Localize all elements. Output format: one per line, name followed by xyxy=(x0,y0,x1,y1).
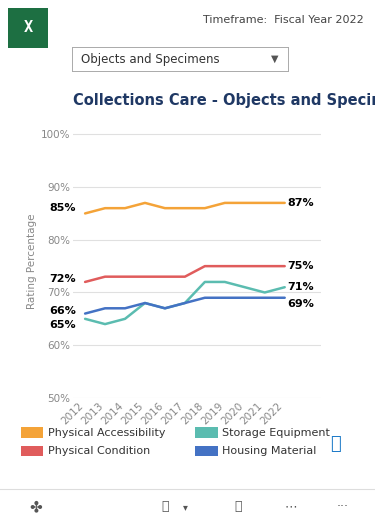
Text: ⋯: ⋯ xyxy=(284,501,297,513)
Text: Objects and Specimens: Objects and Specimens xyxy=(81,53,219,65)
Text: 65%: 65% xyxy=(50,320,76,330)
Text: ···: ··· xyxy=(337,501,349,513)
Text: Physical Accessibility: Physical Accessibility xyxy=(48,428,165,437)
Text: 69%: 69% xyxy=(288,299,315,309)
Text: 85%: 85% xyxy=(50,203,76,213)
Text: 71%: 71% xyxy=(288,282,314,292)
Text: Physical Condition: Physical Condition xyxy=(48,446,150,456)
Text: 72%: 72% xyxy=(50,275,76,284)
Text: 87%: 87% xyxy=(288,198,314,208)
Text: ✤: ✤ xyxy=(29,500,42,514)
Text: 75%: 75% xyxy=(288,261,314,271)
Text: Collections Care - Objects and Specimens: Collections Care - Objects and Specimens xyxy=(73,93,375,108)
Text: ⓘ: ⓘ xyxy=(330,435,341,453)
Text: 66%: 66% xyxy=(49,306,76,316)
Text: ⬜: ⬜ xyxy=(161,501,169,513)
Text: Housing Material: Housing Material xyxy=(222,446,316,456)
Text: ▼: ▼ xyxy=(271,54,278,64)
Y-axis label: Rating Percentage: Rating Percentage xyxy=(27,213,37,309)
Text: Storage Equipment: Storage Equipment xyxy=(222,428,330,437)
Text: Timeframe:  Fiscal Year 2022: Timeframe: Fiscal Year 2022 xyxy=(203,15,364,25)
Text: X: X xyxy=(23,21,33,35)
Text: ⬜: ⬜ xyxy=(234,501,242,513)
Text: ▾: ▾ xyxy=(183,502,188,512)
